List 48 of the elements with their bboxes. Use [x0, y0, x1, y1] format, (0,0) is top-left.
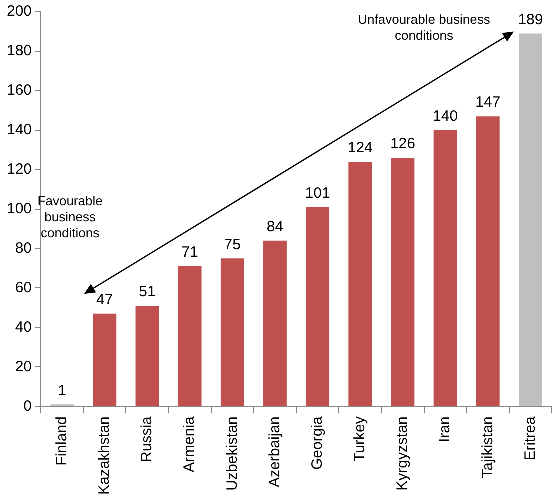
y-tick-label: 160 — [6, 82, 32, 100]
bar — [348, 162, 372, 406]
data-label: 147 — [476, 94, 501, 112]
annotation: Unfavourable business conditions — [358, 12, 491, 44]
data-label: 126 — [390, 136, 416, 153]
x-tick-label: Armenia — [181, 416, 198, 472]
y-tick-label: 0 — [24, 398, 32, 415]
y-tick-label: 20 — [15, 358, 32, 376]
x-tick-label: Turkey — [352, 416, 369, 462]
y-tick-label: 40 — [15, 318, 32, 336]
data-label: 51 — [139, 284, 156, 301]
data-label: 140 — [433, 108, 458, 126]
y-tick-label: 60 — [15, 279, 32, 296]
x-tick-label: Kyrgyzstan — [394, 416, 412, 491]
data-label: 189 — [518, 11, 544, 28]
bar — [306, 207, 330, 406]
data-label: 47 — [96, 292, 114, 309]
data-label: 84 — [266, 218, 284, 236]
y-tick-label: 80 — [15, 240, 32, 257]
data-label: 1 — [58, 382, 66, 400]
x-tick-label: Iran — [436, 416, 454, 442]
x-tick-label: Georgia — [308, 416, 326, 470]
data-label: 71 — [182, 244, 198, 262]
bar — [434, 130, 458, 406]
y-tick-label: 120 — [6, 160, 32, 178]
bar — [476, 116, 500, 406]
x-tick-label: Azerbaijan — [266, 416, 284, 488]
data-label: 101 — [305, 184, 330, 202]
x-tick-label: Uzbekistan — [224, 416, 241, 491]
bar — [264, 240, 287, 406]
data-label: 124 — [348, 140, 373, 157]
x-tick-label: Tajikistan — [479, 416, 496, 478]
x-tick-label: Russia — [138, 416, 156, 462]
x-tick-label: Eritrea — [522, 416, 539, 461]
annotation: Favourable business conditions — [38, 194, 103, 241]
bar — [178, 266, 202, 406]
data-label: 75 — [224, 236, 241, 254]
y-tick-label: 180 — [6, 42, 32, 60]
x-tick-label: Kazakhstan — [96, 416, 114, 496]
bar — [136, 306, 160, 406]
y-tick-label: 100 — [6, 200, 32, 218]
y-tick-label: 140 — [6, 122, 32, 139]
y-tick-label: 200 — [6, 3, 32, 20]
bar — [391, 158, 415, 406]
x-tick-label: Finland — [53, 416, 70, 466]
bar — [519, 34, 542, 406]
bar — [93, 314, 117, 406]
bar — [220, 258, 244, 406]
